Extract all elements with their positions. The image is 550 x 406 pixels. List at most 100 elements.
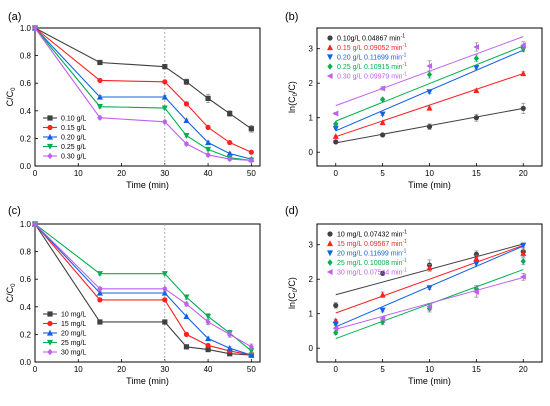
y-tick-label: 0: [309, 344, 314, 353]
legend: 10 mg/L 15 mg/L 20 mg/L 25 mg/L 30 mg/L: [43, 311, 86, 357]
data-point: [520, 258, 526, 265]
data-point: [162, 118, 168, 126]
series-1: [333, 102, 526, 145]
data-point: [183, 79, 190, 85]
data-point: [183, 300, 190, 308]
data-point: [97, 319, 103, 325]
y-axis-label: C/C0: [5, 283, 17, 303]
legend-label: 0.10 g/L: [61, 116, 86, 123]
series-5: [32, 220, 254, 351]
data-point: [205, 346, 211, 353]
legend-label: 0.20 g/L 0.11699 min-1: [337, 53, 407, 62]
data-point: [183, 117, 190, 124]
data-point: [473, 87, 480, 94]
legend-label: 25 mg/L: [61, 340, 86, 347]
series-4: [333, 44, 526, 128]
x-tick-label: 0: [334, 365, 339, 374]
legend-item: 20 mg/L 0.11699 min-1: [327, 249, 407, 258]
legend-item: 0.20 g/L 0.11699 min-1: [327, 53, 407, 62]
x-tick-label: 40: [204, 365, 213, 374]
data-point: [205, 342, 211, 349]
data-point: [96, 104, 103, 110]
data-point: [426, 285, 433, 292]
legend-marker: [327, 231, 333, 237]
x-tick-label: 30: [160, 365, 169, 374]
data-point: [183, 101, 190, 107]
legend-item: 0.25 g/L 0.10915 min-1: [327, 62, 407, 71]
legend-marker: [327, 63, 333, 70]
data-point: [227, 110, 233, 117]
data-point: [520, 70, 527, 77]
y-tick-label: 1.0: [20, 220, 32, 229]
chart-panel-3: (c) 0 10 20 30 40 50 0.0 0.2 0.4 0.6 0.8 1.0 Time (mi…: [5, 205, 261, 386]
x-tick-label: 50: [247, 169, 256, 178]
y-tick-label: 0.8: [20, 248, 32, 257]
data-point: [205, 318, 211, 326]
data-point: [161, 105, 168, 112]
legend-label: 30 mg/L 0.07544 min-1: [337, 268, 407, 277]
x-tick-label: 5: [380, 365, 385, 374]
data-point: [332, 133, 339, 139]
x-tick-label: 20: [519, 169, 528, 178]
x-tick-label: 30: [160, 169, 169, 178]
series-3: [32, 220, 255, 358]
y-axis-label: ln(C0/C): [287, 277, 299, 309]
data-point: [333, 302, 339, 309]
y-tick-label: 3: [309, 45, 314, 54]
legend-label: 0.15 g/L 0.09052 min-1: [337, 43, 407, 52]
legend-item: 20 mg/L: [43, 329, 86, 338]
y-tick-label: 1: [309, 114, 314, 123]
data-point: [183, 133, 190, 139]
x-tick-label: 10: [425, 169, 434, 178]
legend-label: 0.25 g/L: [61, 144, 86, 151]
y-tick-label: 0.0: [20, 358, 32, 367]
legend-item: 0.30 g/L: [43, 152, 86, 161]
legend-item: 10 mg/L: [43, 311, 86, 319]
data-point: [162, 319, 168, 325]
data-point: [520, 242, 527, 249]
y-tick-label: 2: [309, 79, 314, 88]
data-point: [473, 55, 479, 62]
data-point: [332, 321, 339, 328]
legend-marker: [327, 54, 333, 61]
series-4: [32, 25, 255, 164]
legend-marker: [47, 124, 53, 131]
data-point: [248, 351, 255, 358]
data-point: [205, 151, 211, 159]
data-point: [473, 261, 480, 267]
y-tick-label: 0.2: [20, 134, 32, 143]
data-point: [380, 270, 386, 276]
data-point: [333, 120, 339, 128]
legend-item: 0.15 g/L 0.09052 min-1: [327, 43, 407, 52]
series-3: [332, 242, 527, 328]
legend-label: 0.30 g/L 0.09979 min-1: [337, 72, 407, 81]
legend-label: 0.15 g/L: [61, 125, 86, 132]
y-tick-label: 3: [309, 241, 314, 250]
legend-marker: [327, 250, 333, 257]
x-tick-label: 50: [247, 365, 256, 374]
data-point: [426, 62, 433, 69]
y-axis-label: ln(C0/C): [287, 81, 299, 113]
legend-marker: [47, 311, 53, 317]
data-point: [96, 271, 103, 277]
data-point: [248, 149, 254, 155]
legend-label: 15 mg/L 0.09567 min-1: [337, 239, 407, 248]
legend-marker: [327, 240, 333, 247]
data-point: [205, 313, 212, 320]
legend-marker: [47, 339, 53, 346]
data-point: [205, 335, 212, 342]
data-point: [97, 285, 103, 293]
legend-item: 10 mg/L 0.07432 min-1: [327, 230, 407, 239]
chart-panel-1: (a) 0 10 20 30 40 50 0.0 0.2 0.4 0.6 0.8 1.0 Time (mi…: [5, 11, 261, 190]
legend-label: 0.25 g/L 0.10915 min-1: [337, 62, 407, 71]
data-point: [520, 105, 526, 111]
data-point: [379, 307, 386, 314]
x-tick-label: 15: [472, 169, 481, 178]
legend-marker: [327, 44, 333, 51]
data-point: [183, 331, 190, 337]
data-point: [332, 317, 339, 324]
data-point: [426, 89, 433, 96]
data-point: [227, 351, 233, 357]
series-3: [32, 24, 255, 162]
series-2: [332, 70, 527, 139]
